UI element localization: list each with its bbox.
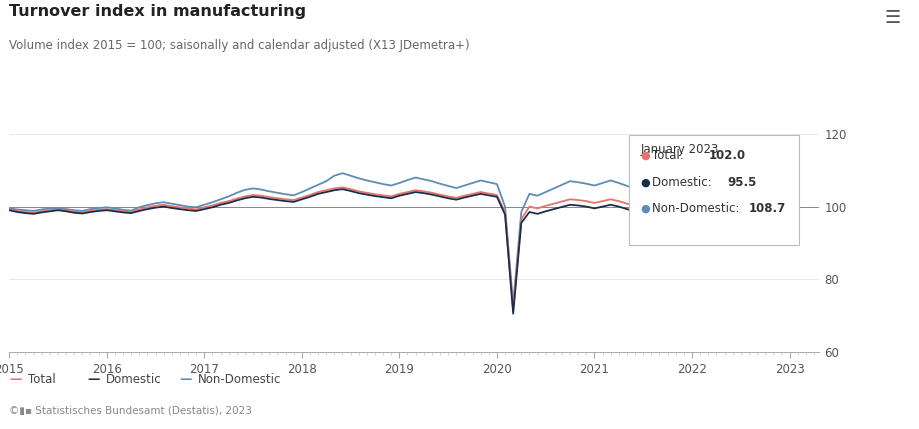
- Text: ☰: ☰: [883, 9, 900, 27]
- Text: Non-Domestic: Non-Domestic: [198, 373, 281, 386]
- Text: 108.7: 108.7: [748, 202, 785, 215]
- Text: Total: Total: [28, 373, 55, 386]
- Text: Domestic:: Domestic:: [652, 176, 714, 189]
- Text: Turnover index in manufacturing: Turnover index in manufacturing: [9, 4, 306, 19]
- Text: Non-Domestic:: Non-Domestic:: [652, 202, 743, 215]
- Text: ●: ●: [641, 204, 650, 214]
- Text: January 2023: January 2023: [641, 143, 719, 156]
- Text: —: —: [9, 373, 21, 386]
- Text: Volume index 2015 = 100; saisonally and calendar adjusted (X13 JDemetra+): Volume index 2015 = 100; saisonally and …: [9, 39, 470, 51]
- Text: ©▮▪ Statistisches Bundesamt (Destatis), 2023: ©▮▪ Statistisches Bundesamt (Destatis), …: [9, 405, 252, 415]
- Text: —: —: [87, 373, 99, 386]
- Text: Domestic: Domestic: [106, 373, 161, 386]
- Text: 102.0: 102.0: [709, 149, 745, 162]
- Text: ●: ●: [641, 177, 650, 187]
- Text: —: —: [179, 373, 191, 386]
- Text: ●: ●: [641, 151, 650, 160]
- Text: 95.5: 95.5: [727, 176, 755, 189]
- Text: Total:: Total:: [652, 149, 686, 162]
